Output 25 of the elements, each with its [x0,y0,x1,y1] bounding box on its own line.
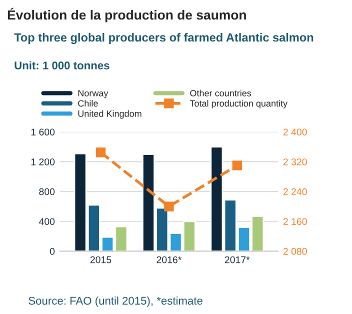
point [232,160,242,170]
y-tick-label: 1 600 [31,128,55,136]
y2-tick-label: 2 400 [283,128,307,136]
y-tick-label: 400 [38,218,55,225]
legend-label: United Kingdom [78,110,142,119]
y2-tick-label: 2 320 [283,158,307,166]
point [164,202,174,212]
x-tick-label: 2016* [156,256,182,264]
legend-label: Chile [78,100,98,107]
point [96,148,106,158]
legend-label: Norway [78,90,108,98]
y2-tick-label: 2 160 [283,218,307,225]
y-tick-label: 0 [50,248,55,255]
y-tick-label: 1 200 [31,158,55,166]
y-tick-label: 800 [39,188,55,196]
legend-label: Other countries [190,90,252,96]
y2-tick-label: 2 240 [283,188,307,196]
legend-label: Total production quantity [190,100,288,108]
chart-subtitle: Unit: 1 000 tonnes [14,61,110,70]
source-note: Source: FAO (until 2015), *estimate [28,296,202,307]
x-tick-label: 2015 [90,256,112,264]
x-tick-label: 2017* [224,256,250,264]
chart-title: Top three global producers of farmed Atlantic salmon [14,32,314,44]
y2-tick-label: 2 080 [283,248,307,255]
text: Évolution de la production de saumon [8,8,246,22]
